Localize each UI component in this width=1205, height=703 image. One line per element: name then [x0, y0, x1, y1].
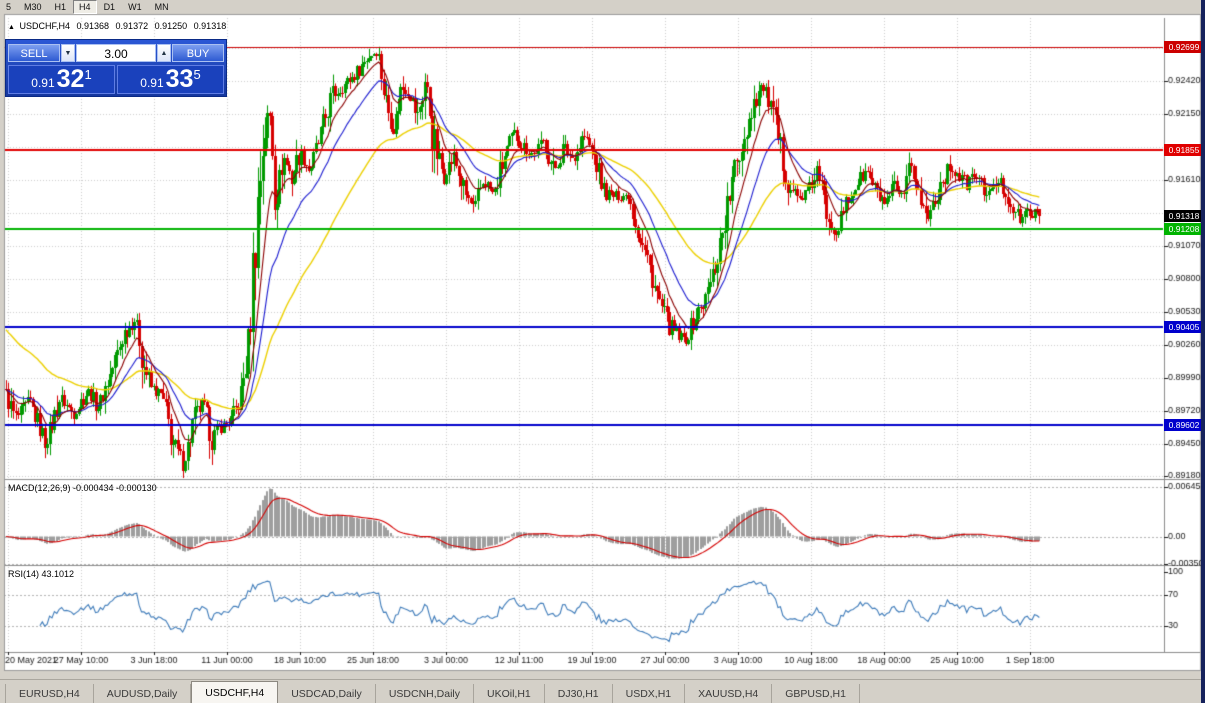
ohlc-low: 0.91250	[154, 21, 188, 31]
tab-ukoil-h1[interactable]: UKOil,H1	[474, 684, 545, 703]
trade-panel-controls: SELL ▼ 3.00 ▲ BUY	[6, 40, 226, 63]
lot-decrease-button[interactable]: ▼	[61, 43, 75, 62]
rsi-indicator-label: RSI(14) 43.1012	[8, 569, 75, 579]
chart-tabs-bar: EURUSD,H4 AUDUSD,Daily USDCHF,H4 USDCAD,Dai…	[0, 679, 1205, 703]
tab-usdchf-h4[interactable]: USDCHF,H4	[191, 681, 279, 703]
sell-price-prefix: 0.91	[31, 76, 55, 90]
tab-usdcnh-daily[interactable]: USDCNH,Daily	[376, 684, 474, 703]
buy-price-display[interactable]: 0.91 33 5	[117, 65, 224, 94]
sell-price-big-digits: 32	[56, 65, 85, 93]
tab-dj30-h1[interactable]: DJ30,H1	[545, 684, 613, 703]
timeframe-button-5[interactable]: 5	[6, 2, 12, 12]
timeframe-button-h1[interactable]: H1	[54, 2, 67, 12]
lot-size-input[interactable]: 3.00	[76, 43, 156, 62]
price-level-label-0.92699: 0.92699	[1164, 41, 1204, 53]
ohlc-high: 0.91372	[115, 21, 149, 31]
tab-xauusd-h4[interactable]: XAUUSD,H4	[685, 684, 773, 703]
chart-ohlc-header: ▲ USDCHF,H4 0.91368 0.91372 0.91250 0.91…	[8, 21, 230, 31]
timeframe-toolbar: 5 M30 H1 H4 D1 W1 MN	[0, 0, 1205, 14]
price-level-label-0.89602: 0.89602	[1164, 419, 1204, 431]
price-level-label-0.91855: 0.91855	[1164, 144, 1204, 156]
ohlc-close: 0.91318	[193, 21, 227, 31]
lot-increase-button[interactable]: ▲	[157, 43, 171, 62]
current-price-label: 0.91318	[1164, 210, 1204, 222]
price-level-label-0.90405: 0.90405	[1164, 321, 1204, 333]
sell-price-display[interactable]: 0.91 32 1	[8, 65, 115, 94]
chart-icon: ▲	[8, 24, 15, 31]
sell-button[interactable]: SELL	[8, 43, 60, 62]
timeframe-button-h4[interactable]: H4	[73, 0, 97, 14]
buy-price-big-digits: 33	[165, 65, 194, 93]
buy-price-prefix: 0.91	[140, 76, 164, 90]
tab-eurusd-h4[interactable]: EURUSD,H4	[5, 684, 94, 703]
ohlc-open: 0.91368	[76, 21, 110, 31]
timeframe-button-w1[interactable]: W1	[128, 2, 142, 12]
timeframe-button-mn[interactable]: MN	[154, 2, 169, 12]
tab-usdcad-daily[interactable]: USDCAD,Daily	[278, 684, 376, 703]
one-click-trading-panel: SELL ▼ 3.00 ▲ BUY 0.91 32 1 0.91 33 5	[5, 39, 227, 97]
trade-panel-prices: 0.91 32 1 0.91 33 5	[6, 63, 226, 96]
buy-button[interactable]: BUY	[172, 43, 224, 62]
tab-gbpusd-h1[interactable]: GBPUSD,H1	[772, 684, 860, 703]
sell-price-pipette: 1	[84, 67, 92, 82]
buy-price-pipette: 5	[193, 67, 201, 82]
window-right-edge	[1201, 0, 1205, 703]
chart-symbol-period: USDCHF,H4	[19, 21, 70, 31]
price-level-label-0.91208: 0.91208	[1164, 223, 1204, 235]
timeframe-button-d1[interactable]: D1	[103, 2, 116, 12]
macd-indicator-label: MACD(12,26,9) -0.000434 -0.000130	[8, 483, 157, 493]
tab-usdx-h1[interactable]: USDX,H1	[613, 684, 686, 703]
timeframe-button-m30[interactable]: M30	[24, 2, 42, 12]
tab-audusd-daily[interactable]: AUDUSD,Daily	[94, 684, 192, 703]
